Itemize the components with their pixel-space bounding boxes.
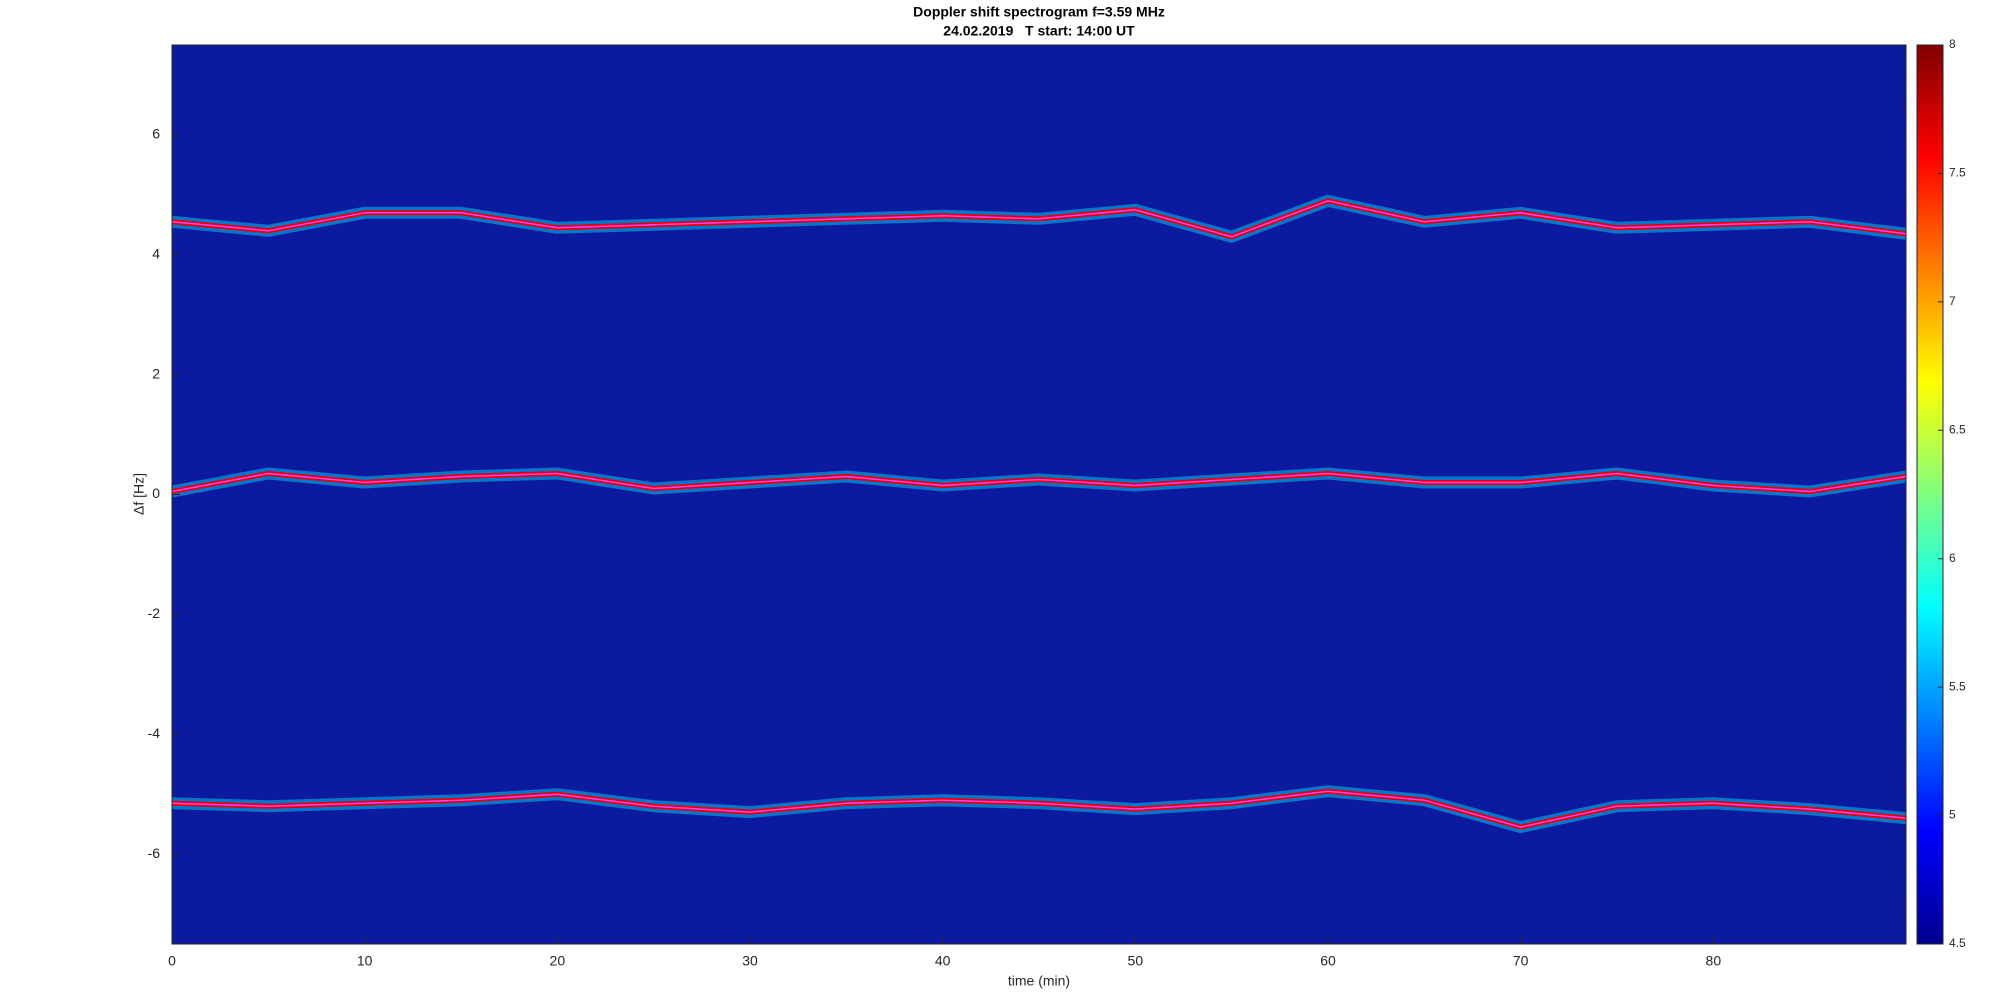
colorbar-tick-label: 5	[1949, 808, 1956, 822]
y-axis-label: Δf [Hz]	[131, 473, 147, 515]
trace-center	[171, 790, 1907, 828]
x-tick-label: 70	[1513, 953, 1529, 969]
x-tick-label: 80	[1706, 953, 1722, 969]
trace-center	[171, 472, 1907, 493]
x-tick-label: 30	[742, 953, 758, 969]
chart-subtitle: 24.02.2019 T start: 14:00 UT	[943, 23, 1135, 39]
y-tick-label: -2	[148, 605, 161, 621]
x-tick-label: 60	[1320, 953, 1336, 969]
y-tick-label: 4	[152, 245, 160, 261]
y-tick-label: -4	[148, 725, 161, 741]
colorbar-tick-label: 6	[1949, 551, 1956, 565]
colorbar-tick-label: 7.5	[1949, 166, 1966, 180]
x-tick-label: 40	[935, 953, 951, 969]
colorbar-tick-label: 8	[1949, 37, 1956, 51]
y-tick-label: 0	[152, 485, 160, 501]
colorbar	[1916, 44, 1944, 945]
trace-center	[171, 200, 1907, 238]
colorbar-tick-label: 4.5	[1949, 936, 1966, 950]
x-tick-label: 50	[1128, 953, 1144, 969]
y-tick-label: 6	[152, 126, 160, 142]
x-tick-label: 20	[550, 953, 566, 969]
x-axis-label: time (min)	[1008, 973, 1070, 989]
colorbar-tick-label: 5.5	[1949, 679, 1966, 693]
plot-background	[172, 45, 1906, 944]
x-tick-label: 10	[357, 953, 373, 969]
y-tick-label: 2	[152, 365, 160, 381]
x-tick-label: 0	[168, 953, 176, 969]
chart-title: Doppler shift spectrogram f=3.59 MHz	[913, 4, 1165, 20]
y-tick-label: -6	[148, 845, 161, 861]
colorbar-tick-label: 7	[1949, 294, 1956, 308]
colorbar-tick-label: 6.5	[1949, 422, 1966, 436]
